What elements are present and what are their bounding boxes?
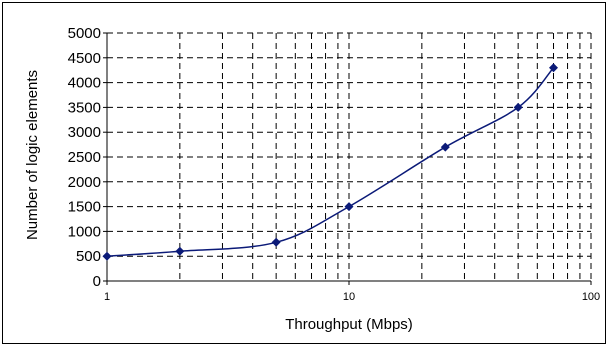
data-point-marker	[440, 142, 450, 152]
x-tick-label: 100	[582, 291, 600, 303]
x-tick-label: 10	[343, 291, 355, 303]
y-tick-label: 4500	[68, 50, 101, 67]
data-point-marker	[271, 237, 281, 247]
y-tick-label: 2500	[68, 149, 101, 166]
y-tick-label: 5000	[68, 25, 101, 42]
y-tick-label: 2000	[68, 174, 101, 191]
data-point-marker	[102, 251, 112, 261]
x-tick-label: 1	[104, 291, 110, 303]
chart-frame	[2, 2, 606, 344]
data-point-marker	[175, 246, 185, 256]
y-tick-label: 1000	[68, 223, 101, 240]
data-point-marker	[513, 102, 523, 112]
data-point-marker	[549, 63, 559, 73]
series-line	[106, 67, 555, 257]
series-layer	[102, 63, 559, 261]
y-axis-title: Number of logic elements	[24, 70, 41, 240]
y-tick-label: 0	[93, 273, 101, 290]
gridlines	[103, 32, 592, 285]
y-tick-label: 3500	[68, 99, 101, 116]
data-point-marker	[344, 202, 354, 212]
tick-labels: 0 500 1000 1500 2000 2500 3000 3500 4000 4500 5000…	[68, 25, 601, 303]
x-axis-title: Throughput (Mbps)	[285, 316, 413, 333]
y-tick-label: 500	[76, 248, 101, 265]
axes	[106, 33, 591, 282]
y-tick-label: 1500	[68, 199, 101, 216]
y-tick-label: 3000	[68, 124, 101, 141]
y-tick-label: 4000	[68, 75, 101, 92]
